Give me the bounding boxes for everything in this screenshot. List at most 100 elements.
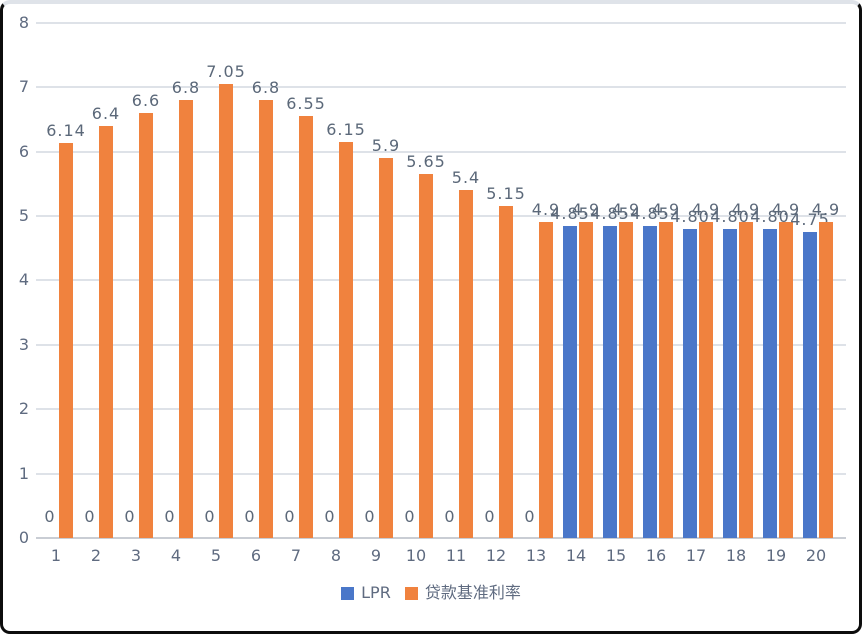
x-tick-label-9: 9 xyxy=(370,546,382,565)
gridline-y3 xyxy=(36,343,846,346)
gridline-y4 xyxy=(36,279,846,282)
gridline-y2 xyxy=(36,408,846,411)
bar-benchmark-rate-8 xyxy=(339,141,353,538)
bar-benchmark-rate-16 xyxy=(659,222,673,538)
data-label-benchmark-rate-16: 4.9 xyxy=(651,200,681,220)
data-label-benchmark-rate-20: 4.9 xyxy=(811,200,841,220)
x-tick-label-1: 1 xyxy=(50,546,62,565)
y-tick-label-3: 3 xyxy=(18,334,29,354)
x-tick-label-19: 19 xyxy=(765,546,787,565)
bar-lpr-19 xyxy=(763,228,777,538)
data-label-benchmark-rate-9: 5.9 xyxy=(371,136,401,156)
lpr-series-swatch-icon xyxy=(341,586,355,600)
data-label-lpr-11: 0 xyxy=(444,507,456,526)
bar-benchmark-rate-3 xyxy=(139,112,153,538)
y-tick-label-0: 0 xyxy=(18,528,29,547)
gridline-y7 xyxy=(36,86,846,89)
bar-lpr-16 xyxy=(643,225,657,538)
bar-benchmark-rate-1 xyxy=(59,142,73,538)
bar-lpr-15 xyxy=(603,225,617,538)
y-tick-label-1: 1 xyxy=(18,463,29,483)
x-tick-label-11: 11 xyxy=(445,546,467,565)
x-tick-label-8: 8 xyxy=(330,546,342,565)
data-label-lpr-8: 0 xyxy=(324,507,336,526)
x-tick-label-12: 12 xyxy=(485,546,507,565)
x-tick-label-2: 2 xyxy=(90,546,102,565)
data-label-lpr-7: 0 xyxy=(284,507,296,526)
x-tick-label-18: 18 xyxy=(725,546,747,565)
bar-benchmark-rate-20 xyxy=(819,222,833,538)
x-tick-label-13: 13 xyxy=(525,546,547,565)
data-label-lpr-13: 0 xyxy=(524,507,536,526)
y-tick-label-5: 5 xyxy=(18,206,29,225)
x-tick-label-7: 7 xyxy=(290,546,302,565)
bar-benchmark-rate-10 xyxy=(419,174,433,538)
x-tick-label-5: 5 xyxy=(210,546,222,565)
y-tick-label-6: 6 xyxy=(18,141,29,161)
data-label-lpr-14: 4.85 xyxy=(550,203,590,223)
data-label-lpr-17: 4.80 xyxy=(670,206,710,226)
plot-area: 0 1 2 3 4 5 6 7 8 0 6.14 1 0 6.4 2 0 6.6 3 0 6.8 4 0 7.05 5 0 6.8… xyxy=(3,4,859,631)
data-label-benchmark-rate-19: 4.9 xyxy=(771,200,801,220)
data-label-benchmark-rate-10: 5.65 xyxy=(406,152,446,172)
bar-benchmark-rate-4 xyxy=(179,100,193,538)
bar-benchmark-rate-5 xyxy=(219,83,233,538)
bar-benchmark-rate-2 xyxy=(99,125,113,538)
bar-benchmark-rate-6 xyxy=(259,100,273,538)
lpr-series-label: LPR xyxy=(361,583,391,602)
bar-benchmark-rate-13 xyxy=(539,222,553,538)
x-tick-label-3: 3 xyxy=(130,546,142,565)
data-label-benchmark-rate-7: 6.55 xyxy=(286,94,326,114)
x-tick-label-10: 10 xyxy=(405,546,427,565)
data-label-benchmark-rate-6: 6.8 xyxy=(251,78,281,98)
bar-benchmark-rate-17 xyxy=(699,222,713,538)
gridline-y0 xyxy=(36,537,846,539)
data-label-lpr-4: 0 xyxy=(164,507,176,526)
data-label-benchmark-rate-13: 4.9 xyxy=(531,200,561,220)
x-tick-label-14: 14 xyxy=(565,546,587,565)
data-label-benchmark-rate-18: 4.9 xyxy=(731,200,761,220)
data-label-benchmark-rate-14: 4.9 xyxy=(571,200,601,220)
data-label-lpr-3: 0 xyxy=(124,507,136,526)
legend-item-lpr: LPR xyxy=(341,584,391,602)
x-tick-label-16: 16 xyxy=(645,546,667,565)
bar-benchmark-rate-15 xyxy=(619,222,633,538)
data-label-lpr-16: 4.85 xyxy=(630,203,670,223)
data-label-lpr-15: 4.85 xyxy=(590,203,630,223)
bar-benchmark-rate-11 xyxy=(459,190,473,538)
bar-benchmark-rate-14 xyxy=(579,222,593,538)
data-label-lpr-2: 0 xyxy=(84,507,96,526)
x-tick-label-4: 4 xyxy=(170,546,182,565)
data-label-lpr-18: 4.80 xyxy=(710,206,750,226)
benchmark-rate-series-label: 贷款基准利率 xyxy=(424,583,521,602)
x-tick-label-20: 20 xyxy=(805,546,827,565)
data-label-benchmark-rate-5: 7.05 xyxy=(206,61,246,81)
data-label-benchmark-rate-11: 5.4 xyxy=(451,168,481,188)
bar-lpr-18 xyxy=(723,228,737,538)
data-label-benchmark-rate-2: 6.4 xyxy=(91,103,121,123)
gridline-y5 xyxy=(36,215,846,217)
x-tick-label-17: 17 xyxy=(685,546,707,565)
bar-lpr-17 xyxy=(683,228,697,538)
benchmark-rate-series-swatch-icon xyxy=(404,586,418,600)
data-label-lpr-19: 4.80 xyxy=(750,206,790,226)
bar-benchmark-rate-9 xyxy=(379,158,393,538)
bar-benchmark-rate-19 xyxy=(779,222,793,538)
data-label-lpr-5: 0 xyxy=(204,507,216,526)
legend-item-benchmark-rate: 贷款基准利率 xyxy=(404,583,521,602)
bar-benchmark-rate-12 xyxy=(499,206,513,538)
y-tick-label-7: 7 xyxy=(18,77,29,97)
bar-benchmark-rate-7 xyxy=(299,116,313,538)
gridline-y8 xyxy=(36,21,846,24)
data-label-benchmark-rate-15: 4.9 xyxy=(611,200,641,220)
x-tick-label-15: 15 xyxy=(605,546,627,565)
y-tick-label-8: 8 xyxy=(18,12,29,32)
data-label-lpr-1: 0 xyxy=(44,507,56,526)
data-label-lpr-10: 0 xyxy=(404,507,416,526)
data-label-benchmark-rate-4: 6.8 xyxy=(171,78,201,98)
data-label-lpr-6: 0 xyxy=(244,507,256,526)
data-label-benchmark-rate-3: 6.6 xyxy=(131,90,161,110)
legend: LPR 贷款基准利率 xyxy=(3,584,859,602)
data-label-lpr-12: 0 xyxy=(484,507,496,526)
